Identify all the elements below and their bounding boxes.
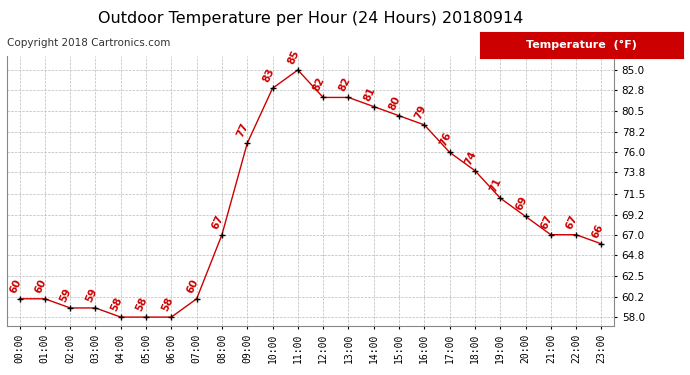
Text: 69: 69 (514, 195, 529, 212)
Text: 60: 60 (33, 277, 48, 295)
Text: 58: 58 (135, 296, 150, 313)
Text: 80: 80 (387, 94, 402, 112)
Text: 58: 58 (109, 296, 124, 313)
Text: 58: 58 (159, 296, 175, 313)
Text: 77: 77 (235, 122, 250, 139)
Text: 71: 71 (489, 177, 504, 194)
Text: 81: 81 (362, 85, 377, 102)
Text: 59: 59 (83, 286, 99, 304)
Text: 82: 82 (337, 76, 352, 93)
Text: 67: 67 (564, 213, 580, 231)
Text: 67: 67 (210, 213, 226, 231)
Text: 74: 74 (463, 149, 478, 166)
Text: 82: 82 (311, 76, 326, 93)
Text: 85: 85 (286, 48, 302, 66)
Text: Copyright 2018 Cartronics.com: Copyright 2018 Cartronics.com (7, 38, 170, 48)
Text: 67: 67 (539, 213, 554, 231)
Text: 60: 60 (185, 277, 200, 295)
Text: 76: 76 (438, 131, 453, 148)
Text: 59: 59 (59, 286, 74, 304)
Text: 60: 60 (8, 277, 23, 295)
Text: Temperature  (°F): Temperature (°F) (526, 40, 637, 50)
Text: 79: 79 (413, 104, 428, 121)
Text: Outdoor Temperature per Hour (24 Hours) 20180914: Outdoor Temperature per Hour (24 Hours) … (98, 11, 523, 26)
Text: 66: 66 (590, 222, 605, 240)
Text: 83: 83 (261, 67, 276, 84)
